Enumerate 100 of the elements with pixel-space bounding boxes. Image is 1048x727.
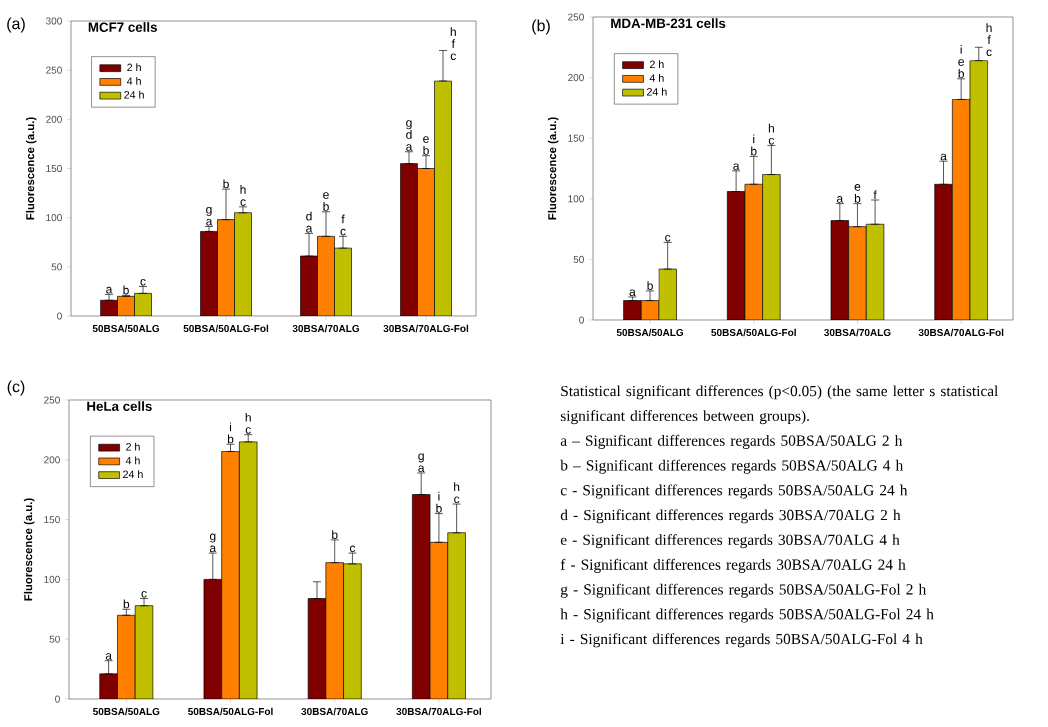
data-label: a: [733, 163, 740, 170]
data-label: h c: [245, 412, 251, 434]
x-tick-label: 50BSA/50ALG: [616, 328, 684, 337]
x-tick-label: 30BSA/70ALG-Fol: [918, 328, 1004, 337]
data-label: b: [647, 281, 653, 290]
y-tick-label: 150: [46, 164, 62, 173]
bar: [640, 300, 660, 320]
y-tick-label: 250: [568, 13, 584, 21]
text: Statistical significant differences (p<0.05) (the same letter s statistical significant differences between groups).: [560, 385, 999, 425]
data-label: i e b: [958, 45, 964, 78]
data-label: f c: [340, 214, 346, 236]
x-tick-label: 50BSA/50ALG: [92, 324, 159, 333]
y-tick-label: 150: [568, 134, 584, 142]
y-tick-label: 250: [44, 396, 60, 404]
y-tick-label: 200: [44, 456, 60, 464]
data-label: g a: [209, 533, 217, 553]
data-label: i b: [751, 134, 757, 156]
text: (c): [7, 380, 25, 396]
text: a – Significant differences regards 50BSA/50ALG 2 h: [560, 434, 903, 449]
bar: [400, 163, 418, 316]
bar: [969, 60, 988, 320]
text: (b): [532, 19, 550, 35]
text: i - Significant differences regards 50BSA/50ALG-Fol 4 h: [560, 633, 923, 648]
legend-label: 24 h: [123, 470, 143, 478]
bar: [239, 441, 258, 699]
x-tick-label: 50BSA/50ALG-Fol: [711, 328, 796, 337]
y-tick-label: 50: [573, 255, 584, 263]
x-tick-label: 30BSA/70ALG-Fol: [396, 707, 481, 716]
text: e - Significant differences regards 30BSA/70ALG 4 h: [560, 534, 900, 549]
legend-label: 4 h: [126, 77, 141, 85]
y-axis-title: Fluorescence (a.u.): [23, 498, 35, 601]
y-tick-label: 0: [55, 695, 60, 703]
y-tick-label: 200: [46, 115, 62, 123]
data-label: i b: [227, 422, 234, 444]
text: b – Significant differences regards 50BSA/50ALG 4 h: [560, 459, 904, 474]
y-tick-label: 300: [45, 17, 62, 25]
text: f - Significant differences regards 30BSA/70ALG 24 h: [560, 558, 906, 573]
legend-label: 2 h: [649, 60, 664, 69]
text: c - Significant differences regards 50BSA/50ALG 24 h: [560, 484, 908, 499]
bar: [134, 605, 154, 699]
x-tick-label: 50BSA/50ALG-Fol: [183, 324, 269, 333]
data-label: f: [873, 190, 877, 200]
bar: [848, 226, 867, 320]
y-tick-label: 0: [579, 316, 584, 324]
bar: [300, 255, 318, 316]
y-tick-label: 50: [49, 635, 60, 643]
y-axis-title: Fluorescence (a.u.): [25, 117, 37, 220]
data-label: g d a: [406, 120, 413, 151]
chart-title: HeLa cells: [87, 401, 152, 411]
text: h - Significant differences regards 50BSA/50ALG-Fol 24 h: [560, 608, 934, 623]
data-label: c: [140, 278, 146, 286]
y-tick-label: 250: [46, 66, 62, 74]
legend-label: 4 h: [649, 74, 664, 82]
data-label: h f c: [450, 27, 456, 61]
x-tick-label: 50BSA/50ALG: [93, 707, 160, 716]
y-tick-label: 100: [46, 214, 62, 222]
x-tick-label: 30BSA/70ALG: [292, 324, 359, 333]
y-axis-title: Fluorescence (a.u.): [547, 117, 559, 220]
chart-title: MDA-MB-231 cells: [611, 18, 726, 29]
y-tick-label: 50: [51, 263, 62, 271]
legend-label: 4 h: [125, 456, 140, 465]
data-label: h c: [454, 482, 460, 504]
data-label: e b: [854, 184, 861, 203]
data-label: a: [836, 196, 844, 203]
data-label: b: [123, 599, 130, 609]
data-label: g a: [206, 207, 213, 226]
data-label: h c: [240, 185, 246, 206]
legend-label: 2 h: [126, 442, 140, 451]
bar: [952, 99, 971, 320]
data-label: e b: [423, 136, 429, 155]
data-label: b: [223, 179, 229, 189]
text: g - Significant differences regards 50BSA/50ALG-Fol 2 h: [560, 583, 927, 598]
y-tick-label: 200: [568, 74, 584, 82]
data-label: h c: [768, 123, 775, 145]
data-label: c: [141, 591, 147, 598]
x-tick-label: 30BSA/70ALG: [301, 707, 368, 716]
bar: [200, 231, 218, 316]
data-label: e b: [323, 192, 329, 211]
bar: [762, 174, 781, 320]
data-label: a: [940, 153, 947, 161]
data-label: c: [349, 545, 356, 553]
bar: [343, 563, 362, 699]
data-label: b: [332, 530, 338, 539]
y-tick-label: 150: [44, 516, 60, 524]
y-tick-label: 100: [568, 195, 584, 203]
legend-label: 2 h: [127, 63, 141, 72]
bar: [744, 183, 763, 320]
bar: [447, 532, 466, 699]
text: d - Significant differences regards 30BSA/70ALG 2 h: [560, 509, 901, 524]
data-label: h f c: [986, 23, 992, 57]
text: (a): [7, 17, 25, 33]
data-label: a: [106, 286, 113, 294]
chart-title: MCF7 cells: [88, 22, 157, 32]
x-tick-label: 30BSA/70ALG-Fol: [383, 324, 469, 333]
legend-label: 24 h: [647, 87, 667, 96]
data-label: i b: [436, 491, 442, 513]
data-label: d a: [306, 211, 313, 233]
data-label: g a: [418, 453, 425, 473]
data-label: c: [665, 234, 671, 242]
y-tick-label: 0: [57, 312, 62, 320]
